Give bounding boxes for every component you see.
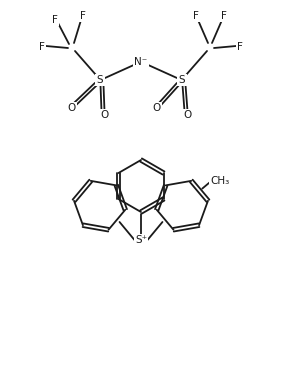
Text: F: F [193,11,199,21]
Text: O: O [153,103,161,113]
Text: F: F [80,11,86,21]
Text: F: F [39,42,45,52]
Text: F: F [52,15,58,25]
Text: F: F [221,11,227,21]
Text: S: S [179,75,185,85]
Text: CH₃: CH₃ [210,176,230,186]
Text: N⁻: N⁻ [135,57,147,67]
Text: O: O [101,110,109,120]
Text: S: S [97,75,103,85]
Text: F: F [237,42,243,52]
Text: O: O [184,110,192,120]
Text: O: O [68,103,76,113]
Text: S⁺: S⁺ [135,235,147,245]
